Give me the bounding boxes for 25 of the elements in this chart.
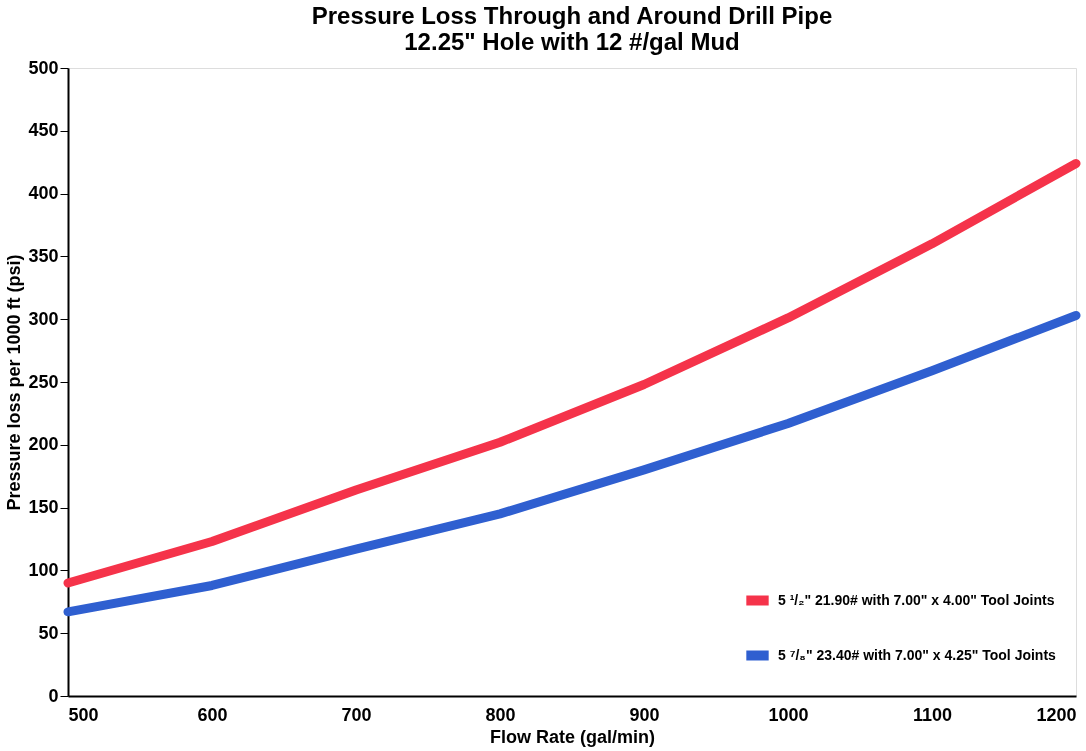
x-axis-title: Flow Rate (gal/min)	[489, 726, 656, 747]
x-tick-label: 600	[197, 704, 228, 725]
y-tick-label: 300	[28, 308, 59, 329]
text: 12.25" Hole with 12 #/gal Mud	[404, 28, 740, 55]
y-tick-label: 150	[28, 497, 59, 518]
x-tick-label: 900	[629, 704, 660, 725]
y-axis-title: Pressure loss per 1000 ft (psi)	[4, 254, 25, 511]
y-tick-label: 500	[28, 57, 59, 78]
x-tick-label: 1000	[768, 704, 809, 725]
x-tick-label: 1200	[1036, 704, 1077, 725]
y-tick-label: 350	[28, 245, 59, 266]
legend-label: 5 ¹/₂" 21.90# with 7.00" x 4.00" Tool Joints	[778, 591, 1055, 608]
y-tick-label: 100	[28, 559, 59, 580]
y-tick-label: 200	[28, 434, 59, 455]
y-tick-label: 0	[48, 685, 59, 706]
x-tick-label: 500	[68, 704, 99, 725]
x-tick-label: 800	[485, 704, 516, 725]
text: Pressure Loss Through and Around Drill Pipe	[311, 2, 833, 29]
y-tick-label: 250	[28, 371, 59, 392]
x-tick-label: 700	[341, 704, 372, 725]
y-tick-label: 50	[38, 622, 59, 643]
x-tick-label: 1100	[912, 704, 953, 725]
legend-label: 5 ⁷/₈" 23.40# with 7.00" x 4.25" Tool Joints	[778, 646, 1057, 663]
y-tick-label: 400	[28, 183, 59, 204]
y-tick-label: 450	[28, 120, 59, 141]
